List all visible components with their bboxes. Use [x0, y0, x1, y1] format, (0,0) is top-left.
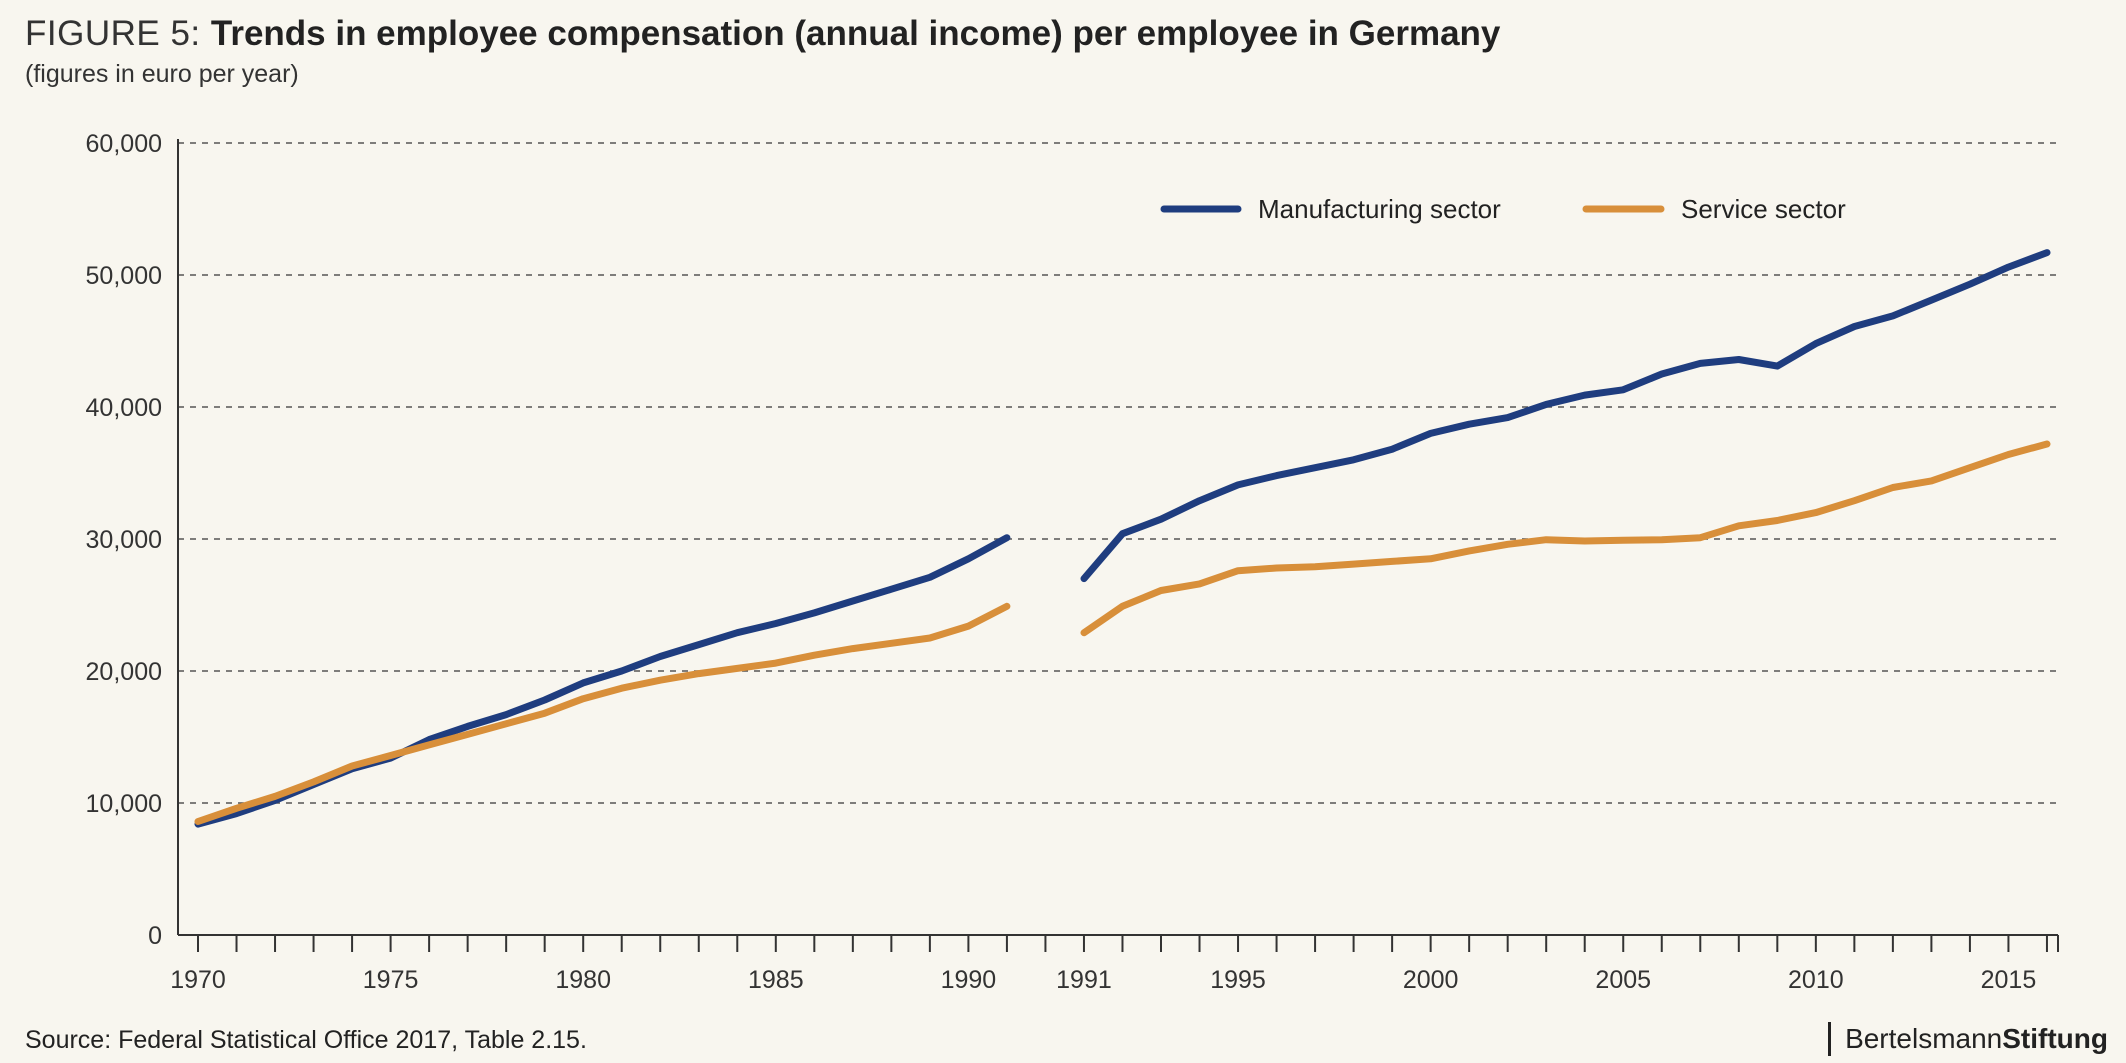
y-tick-label: 50,000 — [86, 262, 162, 290]
x-tick-label: 1985 — [748, 966, 804, 994]
chart-title: FIGURE 5: Trends in employee compensatio… — [25, 10, 1500, 58]
brand-light: Bertelsmann — [1845, 1023, 2003, 1054]
y-tick-label: 30,000 — [86, 526, 162, 554]
x-tick-label: 1991 — [1056, 966, 1112, 994]
figure-label: FIGURE 5: — [25, 14, 211, 53]
source-note: Source: Federal Statistical Office 2017,… — [25, 1026, 587, 1054]
y-tick-label: 10,000 — [86, 790, 162, 818]
x-tick-label: 1975 — [363, 966, 419, 994]
y-tick-label: 60,000 — [86, 130, 162, 158]
x-tick-label: 2010 — [1788, 966, 1844, 994]
legend-label: Service sector — [1681, 194, 1846, 224]
x-tick-label: 1990 — [941, 966, 997, 994]
x-tick-label: 2000 — [1403, 966, 1459, 994]
x-tick-label: 1970 — [170, 966, 226, 994]
x-tick-label: 2005 — [1595, 966, 1651, 994]
brand-bold: Stiftung — [2002, 1023, 2108, 1054]
chart-subtitle: (figures in euro per year) — [25, 60, 299, 88]
series-line — [1080, 249, 2051, 583]
x-tick-label: 2015 — [1981, 966, 2037, 994]
legend-label: Manufacturing sector — [1258, 194, 1501, 224]
y-tick-label: 40,000 — [86, 394, 162, 422]
brand-logo: BertelsmannStiftung — [1828, 1022, 2108, 1056]
series-line — [194, 602, 1011, 825]
figure-title: Trends in employee compensation (annual … — [210, 14, 1501, 53]
x-tick-label: 1980 — [555, 966, 611, 994]
y-tick-label: 20,000 — [86, 658, 162, 686]
y-tick-label: 0 — [148, 922, 162, 950]
series-line — [1080, 440, 2051, 637]
x-tick-label: 1995 — [1210, 966, 1266, 994]
